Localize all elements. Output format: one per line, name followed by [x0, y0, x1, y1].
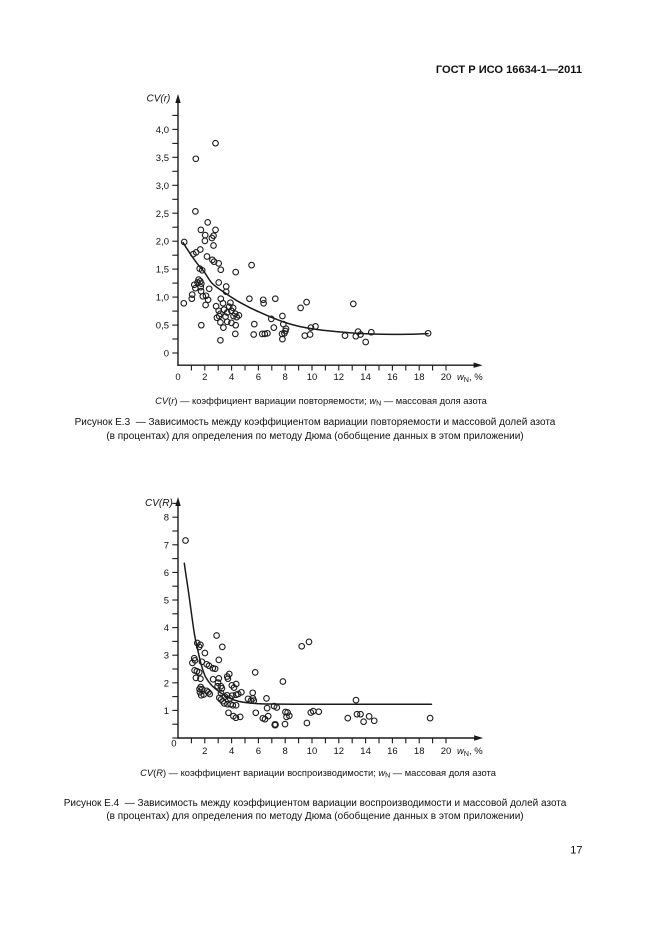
svg-text:4,0: 4,0: [156, 125, 169, 136]
svg-text:4: 4: [229, 746, 234, 757]
svg-text:20: 20: [441, 746, 452, 757]
svg-text:2: 2: [164, 678, 169, 689]
svg-text:ГОСТ Р ИСО 16634-1—2011: ГОСТ Р ИСО 16634-1—2011: [436, 64, 582, 76]
svg-text:0: 0: [164, 349, 169, 360]
svg-text:8: 8: [164, 513, 169, 524]
svg-text:16: 16: [387, 372, 398, 383]
svg-text:17: 17: [570, 845, 582, 857]
svg-text:14: 14: [360, 372, 371, 383]
svg-text:5: 5: [164, 596, 169, 607]
svg-text:wN, %: wN, %: [457, 746, 483, 758]
svg-text:CV(R): CV(R): [145, 498, 173, 509]
svg-text:10: 10: [307, 372, 318, 383]
svg-text:6: 6: [164, 568, 169, 579]
svg-text:12: 12: [334, 746, 345, 757]
svg-text:16: 16: [387, 746, 398, 757]
svg-text:12: 12: [334, 372, 345, 383]
svg-text:2: 2: [202, 746, 207, 757]
svg-text:3,0: 3,0: [156, 181, 169, 192]
svg-text:0: 0: [175, 372, 180, 383]
svg-text:14: 14: [360, 746, 371, 757]
svg-text:8: 8: [283, 372, 288, 383]
svg-text:10: 10: [307, 746, 318, 757]
svg-text:6: 6: [256, 372, 261, 383]
svg-text:18: 18: [414, 372, 425, 383]
svg-text:2,0: 2,0: [156, 237, 169, 248]
svg-text:0: 0: [171, 739, 176, 750]
svg-text:2: 2: [202, 372, 207, 383]
svg-text:3: 3: [164, 651, 169, 662]
svg-text:wN, %: wN, %: [457, 372, 483, 384]
svg-text:4: 4: [164, 623, 169, 634]
svg-text:8: 8: [283, 746, 288, 757]
svg-text:CV(r): CV(r): [147, 94, 171, 105]
svg-text:3,5: 3,5: [156, 153, 169, 164]
svg-text:2,5: 2,5: [156, 209, 169, 220]
svg-text:1,5: 1,5: [156, 265, 169, 276]
svg-text:6: 6: [256, 746, 261, 757]
svg-text:1,0: 1,0: [156, 293, 169, 304]
svg-text:4: 4: [229, 372, 234, 383]
svg-text:18: 18: [414, 746, 425, 757]
svg-text:1: 1: [164, 706, 169, 717]
svg-text:0,5: 0,5: [156, 321, 169, 332]
svg-text:20: 20: [441, 372, 452, 383]
svg-text:7: 7: [164, 540, 169, 551]
